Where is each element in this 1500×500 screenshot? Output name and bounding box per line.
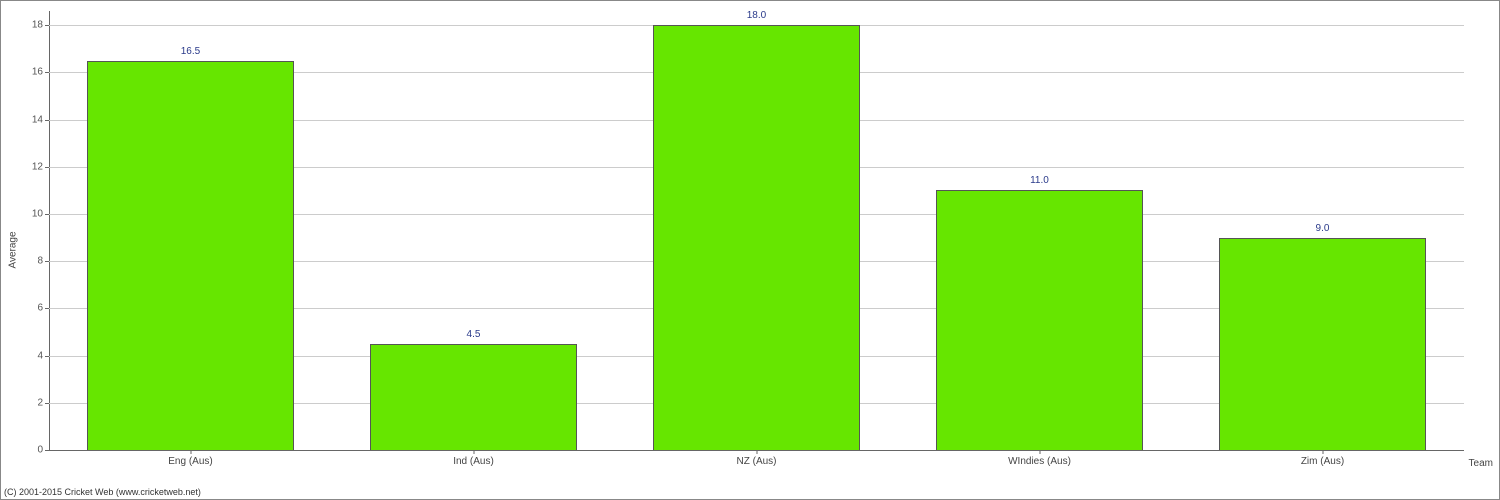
x-tick-mark [756,450,757,454]
bar-slot: 16.5 [49,11,332,450]
bar-value-label: 16.5 [181,46,200,57]
y-tick-label: 10 [32,208,43,219]
x-tick-mark [1322,450,1323,454]
y-tick-label: 16 [32,67,43,78]
copyright-text: (C) 2001-2015 Cricket Web (www.cricketwe… [4,487,201,497]
bar-slot: 9.0 [1181,11,1464,450]
y-tick-label: 18 [32,20,43,31]
plot-area: 02468101214161816.5Eng (Aus)4.5Ind (Aus)… [49,11,1464,451]
bar-value-label: 9.0 [1316,223,1330,234]
bar: 11.0 [936,190,1144,450]
y-tick-label: 2 [37,397,43,408]
x-tick-label: Eng (Aus) [168,456,212,467]
bar-value-label: 4.5 [467,329,481,340]
x-tick-mark [1039,450,1040,454]
x-tick-label: NZ (Aus) [737,456,777,467]
bar-slot: 11.0 [898,11,1181,450]
bar-slot: 18.0 [615,11,898,450]
y-tick-label: 12 [32,161,43,172]
x-tick-mark [190,450,191,454]
y-tick-label: 0 [37,445,43,456]
y-tick-label: 6 [37,303,43,314]
y-axis-label: Average [8,231,19,268]
bar: 4.5 [370,344,578,450]
x-tick-mark [473,450,474,454]
y-tick-mark [45,450,49,451]
y-tick-label: 8 [37,256,43,267]
bar-value-label: 11.0 [1030,175,1049,186]
chart-container: Average Team 02468101214161816.5Eng (Aus… [0,0,1500,500]
bar-slot: 4.5 [332,11,615,450]
bar: 16.5 [87,61,295,450]
x-tick-label: Ind (Aus) [453,456,494,467]
x-axis-label: Team [1469,458,1493,469]
bar: 9.0 [1219,238,1427,450]
y-tick-label: 4 [37,350,43,361]
x-tick-label: Zim (Aus) [1301,456,1344,467]
x-tick-label: WIndies (Aus) [1008,456,1071,467]
y-tick-label: 14 [32,114,43,125]
bar: 18.0 [653,25,861,450]
bar-value-label: 18.0 [747,10,766,21]
